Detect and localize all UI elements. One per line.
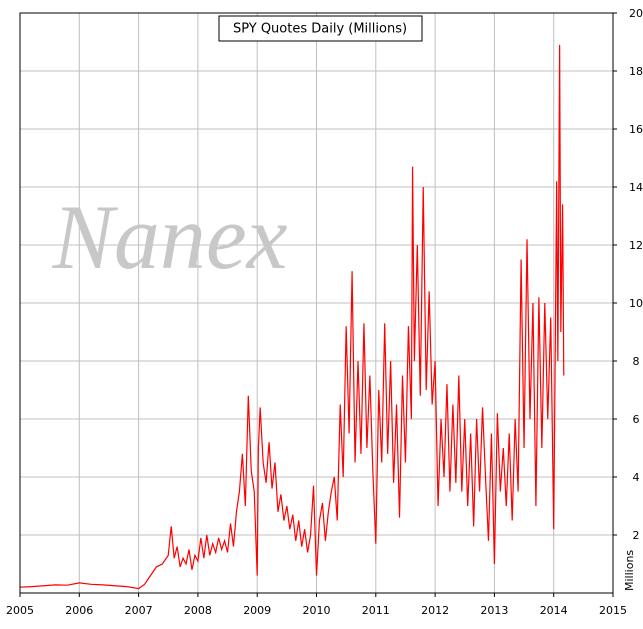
x-tick-label: 2015 [599, 604, 627, 617]
title-box [218, 15, 423, 42]
y-tick-label: 14 [629, 181, 643, 194]
x-tick-label: 2010 [303, 604, 331, 617]
x-tick-label: 2013 [480, 604, 508, 617]
plot-frame [19, 12, 614, 594]
y-tick-label: 6 [633, 413, 640, 426]
data-line [19, 44, 565, 590]
y-tick-label: 12 [629, 239, 643, 252]
y-tick-label: 10 [629, 297, 643, 310]
x-tick-label: 2009 [243, 604, 271, 617]
watermark: Nanex [51, 186, 287, 288]
y-axis-label: Millions [623, 550, 636, 591]
x-tick-label: 2011 [362, 604, 390, 617]
y-tick-label: 16 [629, 123, 643, 136]
x-tick-label: 2006 [65, 604, 93, 617]
x-tick-label: 2008 [184, 604, 212, 617]
y-tick-label: 2 [633, 529, 640, 542]
x-tick-label: 2012 [421, 604, 449, 617]
x-tick-label: 2014 [540, 604, 568, 617]
chart-title: SPY Quotes Daily (Millions) [233, 22, 407, 37]
x-tick-label: 2007 [125, 604, 153, 617]
y-tick-label: 18 [629, 65, 643, 78]
x-tick-label: 2005 [6, 604, 34, 617]
y-tick-label: 20 [629, 7, 643, 20]
y-tick-label: 8 [633, 355, 640, 368]
y-tick-label: 4 [633, 471, 640, 484]
